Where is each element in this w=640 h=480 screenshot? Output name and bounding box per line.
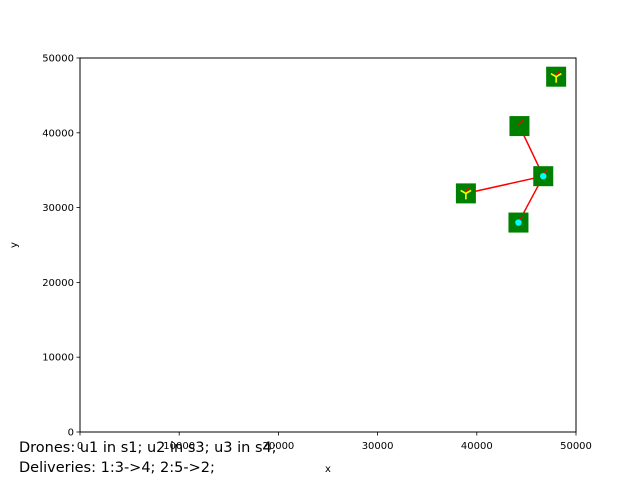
deliveries-caption: Deliveries: 1:3->4; 2:5->2; (19, 460, 215, 476)
station-route-tick (554, 70, 561, 77)
y-tick-label: 40000 (42, 128, 74, 139)
drones-caption: Drones: u1 in s1; u2 in s3; u3 in s4; (19, 440, 277, 456)
plot-area (80, 58, 576, 432)
drone-marker (460, 189, 472, 200)
drone-arm (550, 73, 557, 78)
station-route-tick (464, 186, 471, 193)
axes-frame (79, 57, 577, 433)
y-tick-label: 10000 (42, 353, 74, 364)
drone-arm (460, 189, 467, 195)
y-axis-label: y (9, 242, 20, 248)
station-marker (509, 116, 530, 137)
y-ticks: 0 10000 20000 30000 40000 50000 (42, 54, 80, 439)
package-marker (540, 172, 547, 180)
drone-arm (465, 189, 472, 195)
x-tick-label: 50000 (560, 441, 592, 452)
markers-layer (460, 73, 562, 226)
drone-arm (555, 73, 562, 78)
y-tick-label: 30000 (42, 203, 74, 214)
x-tick-label: 0 (77, 441, 83, 452)
x-tick-label: 10000 (163, 441, 195, 452)
drone-marker (550, 73, 562, 83)
y-tick-label: 50000 (42, 54, 74, 65)
x-tick-label: 40000 (461, 441, 493, 452)
x-tick-label: 30000 (362, 441, 394, 452)
station-route-tick (518, 119, 524, 126)
x-tick-label: 20000 (262, 441, 294, 452)
route-line (465, 175, 544, 195)
y-tick-label: 0 (68, 428, 74, 439)
x-axis-label: x (325, 464, 331, 475)
y-tick-label: 20000 (42, 278, 74, 289)
package-marker (515, 219, 522, 226)
x-ticks: 0 10000 20000 30000 40000 50000 (77, 432, 592, 452)
